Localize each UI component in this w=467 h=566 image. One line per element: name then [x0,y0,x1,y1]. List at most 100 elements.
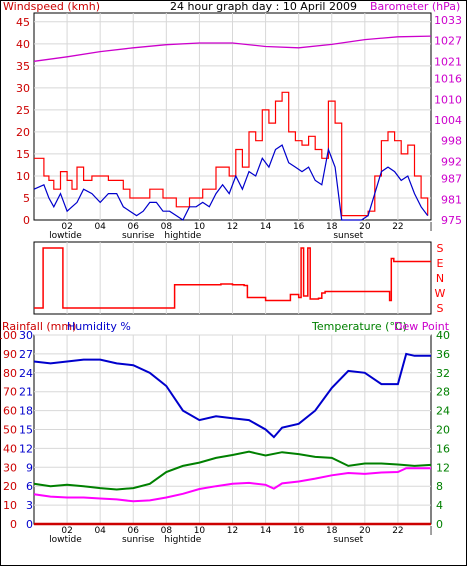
axis-tick-labels: 02 04 06 08 10 12 14 16 18 20 22 |lowtide sunrise hig… [0,14,462,545]
grid-lines [34,13,431,524]
temperature-tick-label: 24 [436,405,450,418]
hour-tick-label: 12 [227,222,238,232]
humidity-tick-label: 3 [26,499,33,512]
rainfall-tick-label: 10 [3,499,17,512]
direction-tick-label: W [435,287,446,300]
time-event-label: lowtide [49,231,82,241]
hour-tick-label: | [429,222,432,232]
rainfall-tick-label: 30 [3,461,17,474]
humidity-tick-label: 9 [26,461,33,474]
chart-title: 24 hour graph day : 10 April 2009 [170,0,357,13]
hour-tick-label: 20 [359,222,371,232]
hour-tick-label: 08 [161,526,173,536]
rainfall-tick-label: 100 [0,329,17,342]
hour-tick-label: 10 [194,526,206,536]
humidity-tick-label: 6 [26,480,33,493]
temperature-tick-label: 36 [436,348,450,361]
rainfall-axis-label: Rainfall (mm) [2,320,76,333]
rainfall-tick-label: 90 [3,348,17,361]
hour-tick-label: 08 [161,222,173,232]
hour-tick-label: 16 [293,222,305,232]
direction-tick-label: S [437,302,444,315]
hour-tick-label: 06 [128,222,140,232]
temperature-tick-label: 28 [436,386,450,399]
windspeed-tick-label: 0 [23,214,30,227]
temperature-tick-label: 0 [436,518,443,531]
hour-tick-label: 02 [61,526,72,536]
humidity-series [33,352,431,439]
rainfall-tick-label: 80 [3,367,17,380]
time-event-label: sunrise [122,231,155,241]
hour-tick-label: 12 [227,526,238,536]
direction-tick-label: N [436,272,444,285]
time-event-label: sunset [333,535,363,545]
hour-tick-label: 06 [128,526,140,536]
hour-tick-label: 04 [94,222,106,232]
wind-direction-series [34,247,431,309]
humidity-tick-label: 21 [19,386,33,399]
barometer-tick-label: 1004 [434,114,462,127]
data-series [33,35,432,526]
temperature-series [33,450,432,491]
hour-tick-label: 14 [260,526,272,536]
direction-tick-label: E [437,257,444,270]
temperature-axis-label: Temperature (°C) [311,320,407,333]
humidity-axis-label: Humidity % [67,320,131,333]
direction-tick-label: S [437,242,444,255]
time-event-label: hightide [164,231,201,241]
humidity-tick-label: 12 [19,442,33,455]
rainfall-tick-label: 40 [3,442,17,455]
humidity-tick-label: 30 [19,329,33,342]
time-event-label: hightide [164,535,201,545]
rainfall-tick-label: 0 [10,518,17,531]
rainfall-tick-label: 70 [3,386,17,399]
hour-tick-label: 04 [94,526,106,536]
barometer-series [33,35,432,62]
humidity-tick-label: 0 [26,518,33,531]
hour-tick-label: 18 [326,222,338,232]
windspeed-tick-label: 45 [16,16,30,29]
hour-tick-label: 10 [194,222,206,232]
rainfall-tick-label: 60 [3,405,17,418]
rainfall-tick-label: 20 [3,480,17,493]
humidity-tick-label: 15 [19,424,33,437]
dewpoint-series [33,467,431,503]
gust-series [34,91,429,217]
dewpoint-axis-label: Dew Point [394,320,450,333]
barometer-axis-label: Barometer (hPa) [370,0,460,13]
barometer-tick-label: 992 [441,155,462,168]
humidity-tick-label: 18 [19,405,33,418]
barometer-tick-label: 1033 [434,14,462,27]
windspeed-tick-label: 35 [16,60,30,73]
humidity-tick-label: 27 [19,348,33,361]
windspeed-tick-label: 20 [16,126,30,139]
hour-tick-label: 22 [392,222,403,232]
windspeed-tick-label: 10 [16,170,30,183]
hour-tick-label: 02 [61,222,72,232]
barometer-tick-label: 1027 [434,35,462,48]
temperature-tick-label: 8 [436,480,443,493]
temperature-tick-label: 16 [436,442,450,455]
windspeed-tick-label: 5 [23,192,30,205]
windspeed-axis-label: Windspeed (kmh) [3,0,100,13]
hour-tick-label: 20 [359,526,371,536]
temperature-tick-label: 12 [436,461,450,474]
hour-tick-label: 22 [392,526,403,536]
temperature-tick-label: 32 [436,367,450,380]
average-series [33,144,429,221]
windspeed-tick-label: 30 [16,82,30,95]
barometer-tick-label: 975 [441,214,462,227]
humidity-tick-label: 24 [19,367,33,380]
temperature-tick-label: 20 [436,424,450,437]
windspeed-tick-label: 40 [16,38,30,51]
hour-tick-label: | [429,526,432,536]
hour-tick-label: 14 [260,222,272,232]
hour-tick-label: 18 [326,526,338,536]
windspeed-tick-label: 25 [16,104,30,117]
temperature-tick-label: 4 [436,499,443,512]
rainfall-tick-label: 50 [3,424,17,437]
barometer-tick-label: 1016 [434,73,462,86]
temperature-tick-label: 40 [436,329,450,342]
barometer-tick-label: 1021 [434,55,462,68]
